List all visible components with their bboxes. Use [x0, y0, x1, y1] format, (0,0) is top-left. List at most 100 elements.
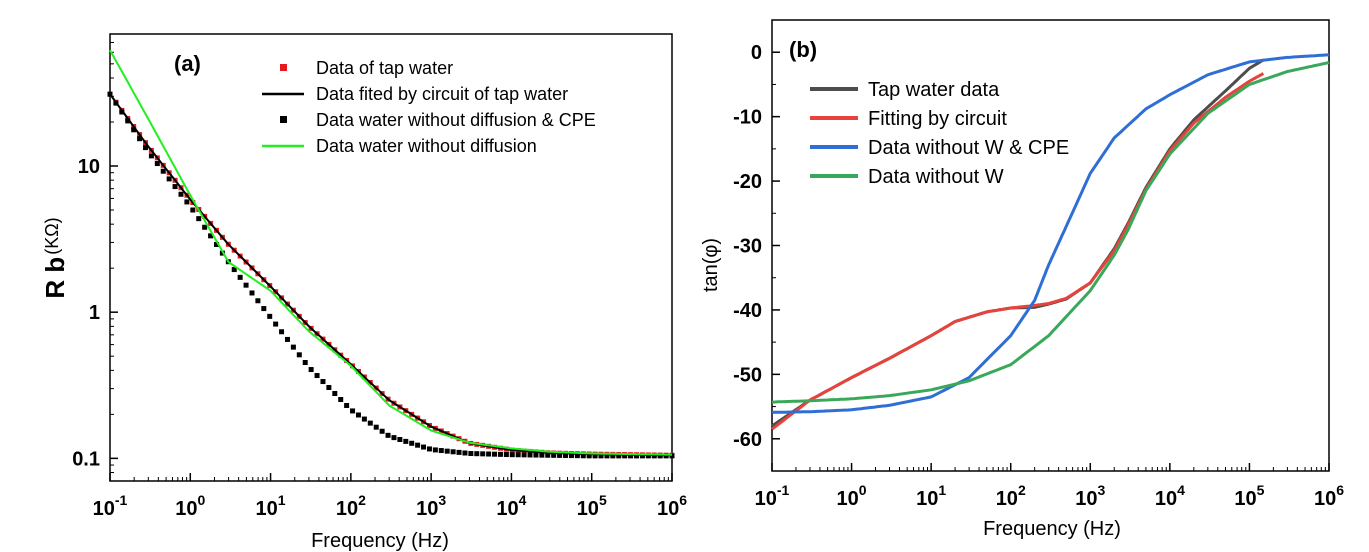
panel-a-x-tick-label: 106: [657, 492, 687, 520]
panel-b-legend-item: Fitting by circuit: [810, 108, 1007, 130]
panel-a-marker: [639, 453, 645, 459]
panel-a-marker: [391, 435, 397, 441]
panel-b-x-tick-label: 106: [1314, 482, 1344, 510]
panel-a-marker: [302, 360, 308, 366]
panel-a-marker: [196, 216, 202, 222]
panel-a-marker: [249, 290, 255, 296]
panel-a-marker: [515, 452, 521, 458]
panel-a-marker: [574, 453, 580, 459]
panel-a-marker: [622, 453, 628, 459]
panel-a-marker: [432, 447, 438, 453]
panel-a-marker: [503, 452, 509, 458]
panel-a-y-tick-label: 0.1: [72, 448, 100, 470]
panel-b-x-tick-base: 10: [996, 488, 1018, 510]
panel-a-marker: [610, 453, 616, 459]
panel-b-x-tick-base: 10: [1234, 488, 1256, 510]
panel-a-marker: [557, 452, 563, 458]
panel-a-marker: [551, 452, 557, 458]
panel-a-marker: [243, 282, 249, 288]
panel-a-marker: [509, 452, 515, 458]
panel-a-marker: [184, 199, 190, 205]
svg-text:R b(KΩ): R b (KΩ): [40, 217, 70, 298]
panel-a-marker: [462, 450, 468, 456]
panel-a-marker: [273, 321, 279, 327]
panel-b-ticks: 10-1 100 101 102 103 104 105 1060-10-20-30-40-5…: [733, 19, 1344, 510]
panel-a-marker: [267, 313, 273, 319]
panel-a-series-data-water-without-diffusion: [109, 49, 673, 456]
panel-b-x-tick-base: 10: [1155, 488, 1177, 510]
panel-b-series-fitting-by-circuit: [771, 72, 1265, 431]
panel-b-x-tick-exponent: 5: [1257, 482, 1265, 498]
panel-b-x-tick-label: 10-1: [755, 482, 790, 510]
panel-a-marker: [468, 451, 474, 457]
panel-a-marker: [279, 329, 285, 335]
panel-a-x-tick-base: 10: [93, 498, 115, 520]
panel-a-marker: [486, 451, 492, 457]
panel-b-y-tick-label: -20: [733, 171, 762, 193]
panel-b-label: (b): [789, 37, 817, 62]
panel-a-legend-swatch: [280, 64, 287, 71]
panel-a-marker: [367, 420, 373, 426]
panel-a-x-tick-base: 10: [496, 498, 518, 520]
panel-b-x-tick-label: 103: [1075, 482, 1105, 510]
panel-a-x-tick-exponent: 5: [599, 492, 607, 508]
panel-a-marker: [568, 453, 574, 459]
panel-a-marker: [202, 224, 208, 230]
panel-a-marker: [669, 453, 675, 459]
panel-b-x-tick-exponent: -1: [777, 482, 790, 498]
panel-a-x-tick-label: 102: [336, 492, 366, 520]
panel-a-legend-item: Data of tap water: [280, 58, 453, 78]
panel-a-marker: [255, 298, 261, 304]
panel-b-legend-label: Data without W & CPE: [868, 137, 1069, 159]
panel-a-x-tick-base: 10: [256, 498, 278, 520]
panel-a-marker: [545, 452, 551, 458]
panel-a-marker: [332, 391, 338, 397]
panel-a-y-axis-title: R b (KΩ): [40, 217, 70, 298]
panel-a-marker: [628, 453, 634, 459]
panel-a-x-axis-title: Frequency (Hz): [311, 530, 449, 552]
panel-a-x-tick-label: 104: [496, 492, 526, 520]
panel-a-series-data-water-without-diffusion-cpe: [107, 91, 675, 459]
panel-a-plot-frame: [109, 33, 673, 482]
panel-a-marker: [148, 153, 154, 159]
panel-a-marker: [415, 442, 421, 448]
panel-a-marker: [373, 424, 379, 430]
panel-a-marker: [474, 451, 480, 457]
panel-b-x-tick-label: 101: [916, 482, 946, 510]
panel-a-marker: [320, 379, 326, 385]
panel-a-marker: [663, 453, 669, 459]
panel-b-x-tick-label: 102: [996, 482, 1026, 510]
panel-a-marker: [539, 452, 545, 458]
panel-a-marker: [160, 168, 166, 174]
panel-b-series-data-without-w-cpe: [771, 53, 1330, 414]
panel-a-marker: [438, 448, 444, 454]
panel-b-x-tick-exponent: 1: [938, 482, 946, 498]
panel-a-marker: [563, 452, 569, 458]
panel-a-marker: [634, 453, 640, 459]
panel-a-marker: [350, 408, 356, 414]
panel-b-chart: 10-1 100 101 102 103 104 105 1060-10-20-30-40-5…: [700, 19, 1344, 540]
panel-b-x-tick-exponent: 6: [1336, 482, 1344, 498]
panel-a-marker: [172, 184, 178, 190]
panel-a-x-tick-base: 10: [336, 498, 358, 520]
panel-a-marker: [657, 453, 663, 459]
panel-a-marker: [213, 241, 219, 247]
panel-a-legend-item: Data water without diffusion: [262, 136, 537, 156]
panel-b-x-tick-label: 104: [1155, 482, 1185, 510]
panel-a-marker: [421, 444, 427, 450]
panel-a-y-axis-unit: (KΩ): [42, 217, 62, 254]
panel-a-marker: [338, 396, 344, 402]
panel-a-marker: [125, 118, 131, 124]
panel-a-marker: [344, 402, 350, 408]
panel-a-marker: [296, 352, 302, 358]
panel-b-series-data-without-w: [771, 61, 1330, 404]
panel-a-marker: [178, 191, 184, 197]
panel-a-legend: Data of tap water Data fited by circuit o…: [262, 58, 596, 156]
panel-b-x-tick-exponent: 0: [859, 482, 867, 498]
panel-b-series-tap-water-data: [771, 58, 1265, 428]
panel-a-x-tick-label: 103: [416, 492, 446, 520]
panel-b-y-tick-label: -10: [733, 107, 762, 129]
panel-b-legend-label: Data without W: [868, 166, 1004, 188]
panel-a-marker: [397, 437, 403, 443]
panel-a-x-tick-label: 105: [577, 492, 607, 520]
